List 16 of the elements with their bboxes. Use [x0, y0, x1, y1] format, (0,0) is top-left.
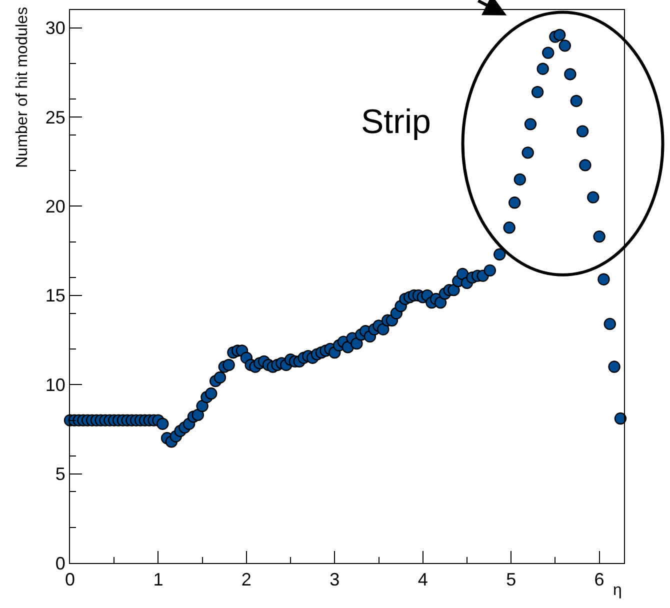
annotation: Strip — [361, 103, 431, 141]
y-tick-label: 25 — [45, 107, 66, 128]
y-tick-label: 0 — [55, 553, 66, 574]
y-tick-label: 10 — [45, 374, 66, 395]
x-tick-label: 6 — [594, 570, 604, 590]
y-tick-label: 5 — [55, 464, 66, 484]
x-tick-label: 3 — [330, 570, 340, 590]
y-tick-label: 15 — [45, 286, 66, 306]
y-tick-label: 20 — [45, 196, 66, 217]
y-tick-label: 30 — [45, 18, 66, 38]
x-tick-label: 1 — [153, 570, 164, 590]
x-tick-label: 2 — [241, 570, 252, 590]
x-tick-label: 4 — [418, 570, 428, 590]
y-axis-title: Number of hit modules — [14, 6, 31, 168]
x-axis-title: η — [613, 582, 622, 599]
x-tick-label: 5 — [506, 570, 516, 590]
